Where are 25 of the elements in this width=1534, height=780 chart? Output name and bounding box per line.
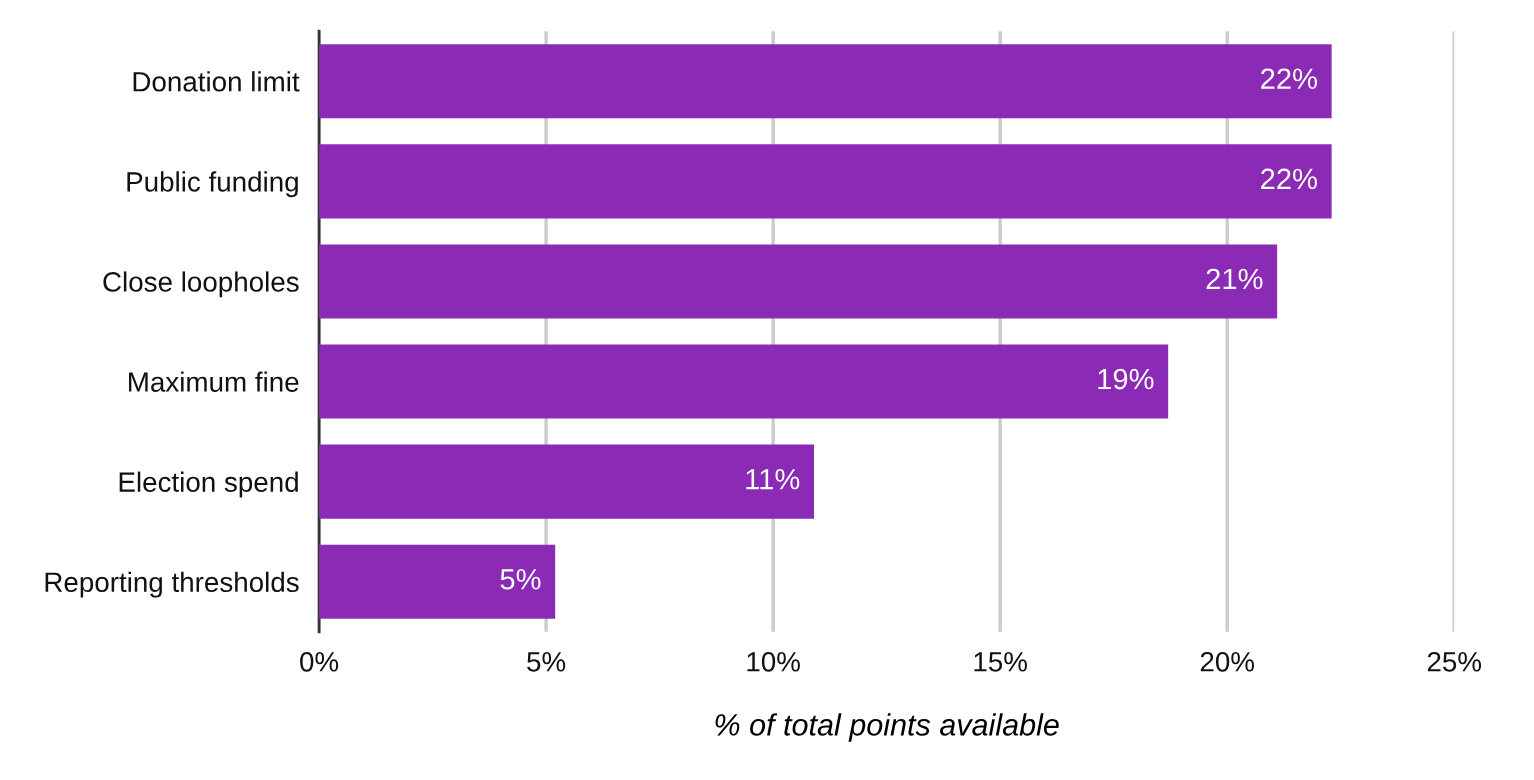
x-axis-title: % of total points available <box>715 713 1059 742</box>
data-label: 22% <box>1261 68 1317 89</box>
y-tick-label: Public funding <box>127 171 298 198</box>
bar <box>319 144 1332 219</box>
y-tick-label: Close loopholes <box>103 271 299 298</box>
bar <box>319 544 556 619</box>
x-tick-label: 20% <box>1200 651 1255 672</box>
x-tick-label: 10% <box>747 651 800 672</box>
x-tick-label: 25% <box>1427 651 1482 672</box>
bar <box>319 344 1169 419</box>
y-tick-label: Election spend <box>119 471 298 498</box>
y-tick-label: Reporting thresholds <box>45 571 299 598</box>
bar <box>319 244 1278 319</box>
x-tick-label: 15% <box>974 652 1027 672</box>
x-tick-label: 5% <box>527 652 566 672</box>
data-label: 19% <box>1098 368 1154 390</box>
data-label: 22% <box>1261 168 1317 190</box>
data-label: 21% <box>1206 268 1263 290</box>
bar <box>319 44 1332 119</box>
data-label: 5% <box>500 569 541 590</box>
y-tick-label: Maximum fine <box>129 371 299 392</box>
y-tick-label: Donation limit <box>133 71 300 92</box>
bar <box>319 444 814 519</box>
data-label: 11% <box>746 468 800 490</box>
x-tick-label: 0% <box>300 651 339 672</box>
